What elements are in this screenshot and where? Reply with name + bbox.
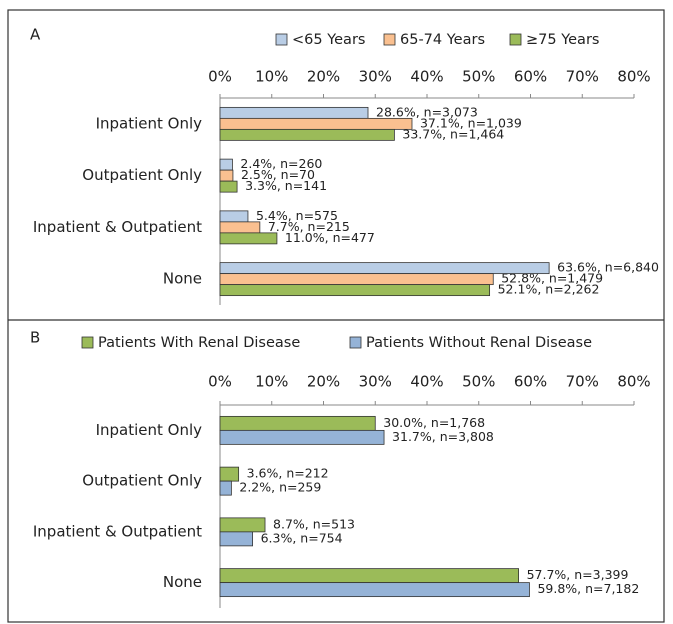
legend-swatch (349, 336, 362, 349)
legend-swatch (81, 336, 94, 349)
bar (219, 415, 376, 431)
x-tick-label: 40% (410, 373, 443, 391)
legend-label: 65-74 Years (400, 32, 485, 48)
category-label: None (163, 270, 202, 288)
category-label: Outpatient Only (82, 166, 202, 184)
x-tick-label: 60% (514, 68, 547, 86)
bar (219, 210, 249, 223)
legend-label: ≥75 Years (526, 32, 599, 48)
bar (219, 262, 550, 275)
value-label: 28.6%, n=3,073 (376, 104, 478, 119)
value-label: 6.3%, n=754 (261, 530, 343, 545)
value-label: 63.6%, n=6,840 (557, 260, 659, 275)
value-label: 31.7%, n=3,808 (392, 429, 494, 444)
bar (219, 169, 234, 182)
value-label: 30.0%, n=1,768 (383, 415, 485, 430)
panel-label: A (30, 26, 41, 44)
bar (219, 106, 369, 119)
bar (219, 128, 395, 141)
x-tick-label: 50% (462, 68, 495, 86)
value-label: 2.4%, n=260 (240, 156, 322, 171)
legend-label: Patients With Renal Disease (98, 335, 300, 351)
value-label: 57.7%, n=3,399 (527, 567, 629, 582)
bar (219, 466, 240, 482)
x-tick-label: 70% (566, 68, 599, 86)
category-label: Inpatient & Outpatient (33, 522, 202, 540)
value-label: 2.5%, n=70 (241, 167, 315, 182)
bar (219, 531, 254, 547)
x-tick-label: 60% (514, 373, 547, 391)
value-label: 52.1%, n=2,262 (498, 282, 600, 297)
value-label: 11.0%, n=477 (285, 230, 375, 245)
bar (219, 117, 413, 130)
x-tick-label: 10% (255, 68, 288, 86)
bar (219, 517, 266, 533)
category-label: Inpatient & Outpatient (33, 218, 202, 236)
value-label: 52.8%, n=1,479 (501, 271, 603, 286)
x-tick-label: 30% (359, 373, 392, 391)
value-label: 37.1%, n=1,039 (420, 115, 522, 130)
x-tick-label: 10% (255, 373, 288, 391)
value-label: 7.7%, n=215 (268, 219, 350, 234)
bar (219, 221, 261, 234)
value-label: 8.7%, n=513 (273, 516, 355, 531)
category-label: Inpatient Only (96, 114, 203, 132)
category-label: Outpatient Only (82, 472, 202, 490)
bar (219, 429, 385, 445)
x-tick-label: 50% (462, 373, 495, 391)
legend-swatch (383, 33, 396, 46)
category-label: Inpatient Only (96, 421, 203, 439)
x-tick-label: 80% (617, 68, 650, 86)
x-tick-label: 40% (410, 68, 443, 86)
value-label: 5.4%, n=575 (256, 208, 338, 223)
legend-label: <65 Years (292, 32, 365, 48)
x-tick-label: 0% (208, 68, 232, 86)
bar (219, 158, 233, 171)
legend-swatch (509, 33, 522, 46)
value-label: 3.6%, n=212 (247, 466, 329, 481)
bar (219, 568, 519, 584)
legend-label: Patients Without Renal Disease (366, 335, 592, 351)
legend-swatch (275, 33, 288, 46)
x-tick-label: 20% (307, 373, 340, 391)
value-label: 33.7%, n=1,464 (402, 126, 504, 141)
bar (219, 232, 278, 245)
value-label: 2.2%, n=259 (239, 480, 321, 495)
figure-border (7, 9, 665, 623)
x-tick-label: 70% (566, 373, 599, 391)
x-tick-label: 30% (359, 68, 392, 86)
x-tick-label: 20% (307, 68, 340, 86)
bar (219, 582, 530, 598)
x-tick-label: 80% (617, 373, 650, 391)
bar (219, 284, 491, 297)
bar (219, 480, 232, 496)
bar (219, 180, 238, 193)
x-tick-label: 0% (208, 373, 232, 391)
panel-label: B (30, 329, 40, 347)
category-label: None (163, 573, 202, 591)
value-label: 3.3%, n=141 (245, 178, 327, 193)
bar (219, 273, 494, 286)
value-label: 59.8%, n=7,182 (537, 581, 639, 596)
